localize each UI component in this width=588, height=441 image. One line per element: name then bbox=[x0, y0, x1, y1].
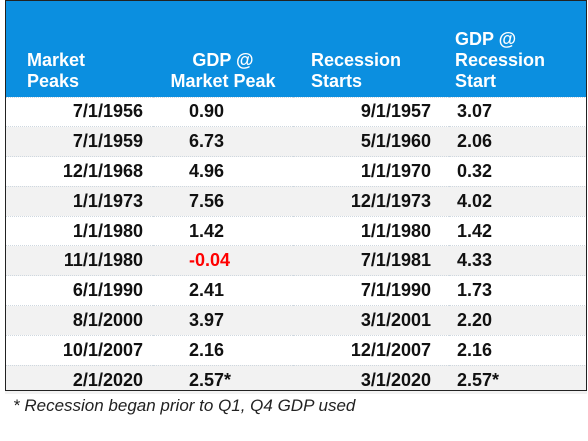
gdp-table-container: Market Peaks GDP @ Market Peak Recession… bbox=[5, 0, 587, 395]
gdp-recession-table: Market Peaks GDP @ Market Peak Recession… bbox=[5, 0, 587, 395]
market-peak-cell: 1/1/1973 bbox=[5, 185, 153, 217]
header-gdp-recession-start: GDP @ Recession Start bbox=[449, 0, 587, 97]
header-line: Market bbox=[27, 49, 86, 70]
gdp-market-peak-cell: 3.97 bbox=[153, 305, 293, 336]
gdp-market-peak-cell: 6.73 bbox=[153, 126, 293, 157]
gdp-market-peak-cell: -0.04 bbox=[153, 245, 293, 276]
gdp-recession-start-cell: 1.73 bbox=[449, 275, 587, 306]
gdp-market-peak-cell: 0.90 bbox=[153, 96, 293, 127]
table-row: 1/1/1980 1.42 1/1/1980 1.42 bbox=[5, 215, 587, 246]
gdp-recession-start-cell: 4.02 bbox=[449, 185, 587, 217]
market-peak-cell: 11/1/1980 bbox=[5, 245, 153, 276]
market-peak-cell: 7/1/1956 bbox=[5, 96, 153, 127]
market-peak-cell: 7/1/1959 bbox=[5, 126, 153, 157]
table-row: 10/1/2007 2.16 12/1/2007 2.16 bbox=[5, 334, 587, 366]
recession-start-cell: 1/1/1970 bbox=[293, 156, 449, 187]
table-row: 7/1/1956 0.90 9/1/1957 3.07 bbox=[5, 96, 587, 127]
gdp-recession-start-cell: 3.07 bbox=[449, 96, 587, 127]
header-line: Market Peak bbox=[170, 70, 276, 91]
header-line: Start bbox=[455, 70, 497, 91]
table-row: 1/1/1973 7.56 12/1/1973 4.02 bbox=[5, 185, 587, 217]
market-peak-cell: 6/1/1990 bbox=[5, 275, 153, 306]
header-line: Recession bbox=[455, 49, 546, 70]
recession-start-cell: 9/1/1957 bbox=[293, 96, 449, 127]
recession-start-cell: 3/1/2020 bbox=[293, 364, 449, 395]
recession-start-cell: 5/1/1960 bbox=[293, 126, 449, 157]
header-recession-starts: Recession Starts bbox=[293, 0, 449, 97]
footnote: * Recession began prior to Q1, Q4 GDP us… bbox=[13, 396, 356, 415]
table-row: 7/1/1959 6.73 5/1/1960 2.06 bbox=[5, 126, 587, 157]
recession-start-cell: 7/1/1981 bbox=[293, 245, 449, 276]
gdp-recession-start-cell: 0.32 bbox=[449, 156, 587, 187]
recession-start-cell: 1/1/1980 bbox=[293, 215, 449, 246]
header-line: Starts bbox=[311, 70, 363, 91]
recession-start-cell: 7/1/1990 bbox=[293, 275, 449, 306]
gdp-market-peak-cell: 2.16 bbox=[153, 334, 293, 366]
table-header: Market Peaks GDP @ Market Peak Recession… bbox=[5, 0, 587, 97]
table-row: 12/1/1968 4.96 1/1/1970 0.32 bbox=[5, 156, 587, 187]
market-peak-cell: 10/1/2007 bbox=[5, 334, 153, 366]
table-row: 8/1/2000 3.97 3/1/2001 2.20 bbox=[5, 305, 587, 336]
gdp-market-peak-cell: 2.41 bbox=[153, 275, 293, 306]
market-peak-cell: 1/1/1980 bbox=[5, 215, 153, 246]
recession-start-cell: 3/1/2001 bbox=[293, 305, 449, 336]
gdp-market-peak-cell: 1.42 bbox=[153, 215, 293, 246]
gdp-recession-start-cell: 1.42 bbox=[449, 215, 587, 246]
gdp-market-peak-cell: 7.56 bbox=[153, 185, 293, 217]
gdp-market-peak-cell: 4.96 bbox=[153, 156, 293, 187]
table-row: 11/1/1980 -0.04 7/1/1981 4.33 bbox=[5, 245, 587, 276]
market-peak-cell: 8/1/2000 bbox=[5, 305, 153, 336]
table-row: 6/1/1990 2.41 7/1/1990 1.73 bbox=[5, 275, 587, 306]
gdp-recession-start-cell: 2.16 bbox=[449, 334, 587, 366]
header-line: GDP @ bbox=[455, 28, 517, 49]
header-line: GDP @ bbox=[192, 49, 254, 70]
gdp-recession-start-cell: 2.57* bbox=[449, 364, 587, 395]
gdp-recession-start-cell: 2.20 bbox=[449, 305, 587, 336]
header-gdp-market-peak: GDP @ Market Peak bbox=[153, 0, 293, 97]
table-row: 2/1/2020 2.57* 3/1/2020 2.57* bbox=[5, 364, 587, 395]
recession-start-cell: 12/1/1973 bbox=[293, 185, 449, 217]
market-peak-cell: 12/1/1968 bbox=[5, 156, 153, 187]
gdp-market-peak-cell: 2.57* bbox=[153, 364, 293, 395]
table-body: 7/1/1956 0.90 9/1/1957 3.07 7/1/1959 6.73 5/1/… bbox=[5, 96, 587, 395]
gdp-recession-start-cell: 2.06 bbox=[449, 126, 587, 157]
gdp-recession-start-cell: 4.33 bbox=[449, 245, 587, 276]
market-peak-cell: 2/1/2020 bbox=[5, 364, 153, 395]
recession-start-cell: 12/1/2007 bbox=[293, 334, 449, 366]
header-line: Recession bbox=[311, 49, 402, 70]
header-line: Peaks bbox=[27, 70, 80, 91]
header-row: Market Peaks GDP @ Market Peak Recession… bbox=[5, 0, 587, 97]
header-market-peaks: Market Peaks bbox=[5, 0, 153, 97]
